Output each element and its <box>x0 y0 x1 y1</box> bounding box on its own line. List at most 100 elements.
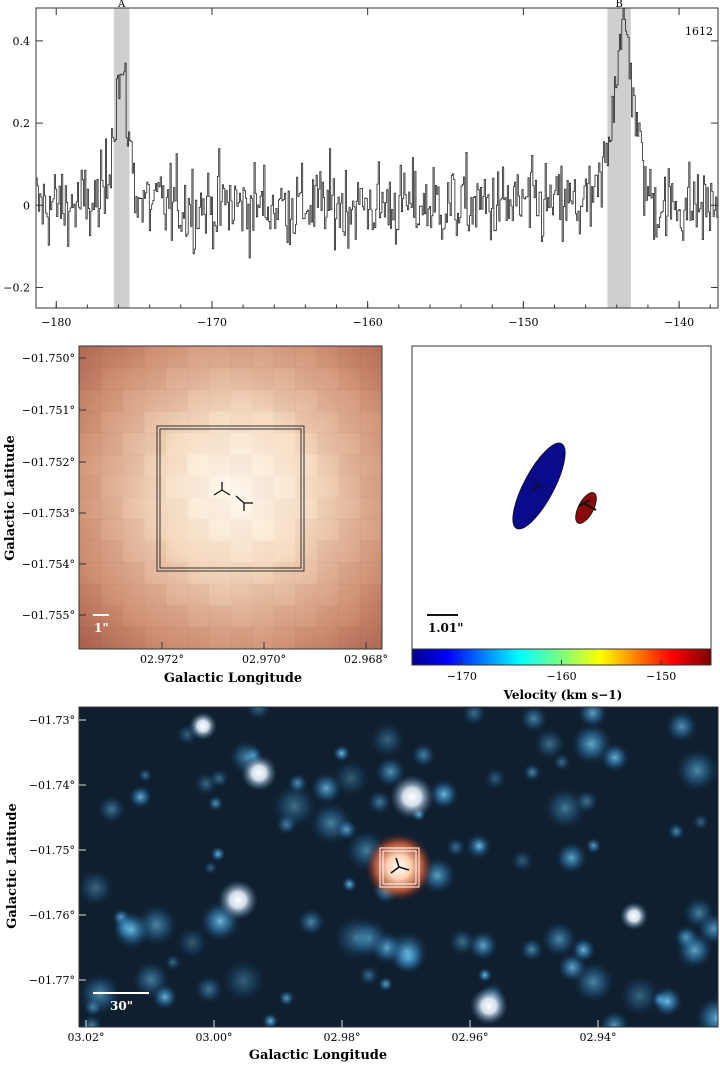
x-tick-label: −150 <box>508 316 538 329</box>
field-star <box>519 937 544 962</box>
field-star <box>367 790 392 815</box>
zoom-pixel <box>208 432 231 455</box>
maser-marker-a <box>213 482 231 496</box>
zoom-pixel <box>230 627 253 650</box>
zoom-pixel <box>100 389 123 412</box>
x-tick-label: 02.98° <box>324 1031 361 1044</box>
field-star <box>411 742 436 768</box>
zoom-pixel <box>166 476 188 498</box>
field-star <box>695 995 718 1027</box>
field-aperture-inner <box>382 850 417 885</box>
zoom-pixel <box>230 454 253 477</box>
y-tick-label: −01.754° <box>22 558 75 571</box>
colorbar-tick-label: −150 <box>646 670 676 683</box>
zoom-pixel <box>252 498 274 520</box>
zoom-x-ticks: 02.972° 02.970° 02.968° <box>140 642 388 666</box>
zoom-pixel <box>122 519 145 542</box>
x-tick-label: 02.970° <box>242 653 286 666</box>
zoom-pixel <box>100 540 123 563</box>
zoom-pixel-grid <box>79 346 383 650</box>
y-tick-label: −01.753° <box>22 507 75 520</box>
zoom-pixel <box>273 605 296 628</box>
zoom-pixel <box>252 605 275 628</box>
field-bright-star <box>620 902 648 930</box>
zoom-pixel <box>295 367 318 390</box>
zoom-panel: 1" 02.972° 02.970° 02.968° −01.750° −01.751… <box>3 345 388 686</box>
field-star <box>79 869 115 907</box>
zoom-pixel <box>252 346 275 368</box>
zoom-pixel <box>360 454 383 477</box>
field-star <box>600 743 630 772</box>
zoom-pixel <box>231 541 253 563</box>
zoom-pixel <box>273 627 296 650</box>
zoom-pixel <box>360 389 383 412</box>
zoom-pixel <box>273 389 296 412</box>
field-ylabel: Galactic Latitude <box>5 803 20 929</box>
zoom-pixel <box>143 519 166 542</box>
zoom-pixel <box>165 540 188 563</box>
zoom-pixel <box>100 367 123 390</box>
zoom-pixel <box>165 367 188 390</box>
field-y-ticks: −01.73° −01.74° −01.75° −01.76° −01.77° <box>29 714 86 987</box>
field-aperture-outer <box>379 847 420 888</box>
field-star <box>333 744 351 762</box>
zoom-pixel <box>295 389 318 412</box>
zoom-pixel <box>187 367 210 390</box>
zoom-pixel <box>230 562 253 585</box>
zoom-pixel <box>338 519 361 542</box>
zoom-pixel <box>295 410 318 433</box>
zoom-pixel <box>187 562 210 585</box>
zoom-y-ticks: −01.750° −01.751° −01.752° −01.753° −01.754°… <box>22 352 86 622</box>
zoom-pixel <box>79 584 101 607</box>
zoom-pixel <box>208 540 231 563</box>
zoom-scalebar-label: 1" <box>94 621 109 635</box>
zoom-pixel <box>187 410 210 433</box>
zoom-pixel <box>360 562 383 585</box>
zoom-pixel <box>187 389 210 412</box>
zoom-pixel <box>360 367 383 390</box>
field-star <box>577 707 608 728</box>
field-star <box>667 822 685 841</box>
field-star <box>585 837 602 854</box>
zoom-ylabel: Galactic Latitude <box>3 435 18 561</box>
zoom-pixel <box>79 410 101 433</box>
zoom-pixel <box>165 519 188 542</box>
zoom-pixel <box>122 454 145 477</box>
field-x-ticks: 03.02° 03.00° 02.98° 02.96° 02.94° <box>68 1020 617 1044</box>
zoom-pixel <box>208 367 231 390</box>
velocity-marker-b <box>578 499 597 511</box>
x-tick-label: 02.94° <box>580 1031 617 1044</box>
x-tick-label: 03.02° <box>68 1031 105 1044</box>
zoom-pixel <box>79 540 101 563</box>
zoom-pixel <box>165 562 188 585</box>
zoom-pixel <box>187 627 210 650</box>
zoom-pixel <box>360 605 383 628</box>
field-star <box>619 975 661 1017</box>
zoom-pixel <box>274 454 296 476</box>
zoom-pixel <box>208 605 231 628</box>
zoom-pixel <box>252 389 275 412</box>
zoom-pixel <box>165 346 188 368</box>
zoom-pixel <box>231 433 253 455</box>
zoom-pixel <box>295 454 317 476</box>
zoom-pixel <box>165 497 188 520</box>
zoom-pixel <box>295 584 318 607</box>
zoom-pixel <box>143 475 166 498</box>
zoom-pixel <box>274 519 296 541</box>
zoom-pixel <box>317 605 340 628</box>
zoom-pixel <box>79 497 101 520</box>
zoom-pixel <box>338 367 361 390</box>
highlight-band-A <box>113 8 130 308</box>
field-star <box>477 967 493 983</box>
field-bright-star <box>470 987 508 1025</box>
zoom-pixel <box>273 346 296 368</box>
zoom-pixel <box>338 389 361 412</box>
y-tick-label: 0 <box>23 199 30 212</box>
y-tick-label: −01.73° <box>29 714 75 727</box>
zoom-pixel <box>187 346 210 368</box>
zoom-pixel <box>230 410 253 433</box>
zoom-pixel <box>122 605 145 628</box>
zoom-pixel <box>209 519 231 541</box>
y-tick-label: −01.750° <box>22 352 75 365</box>
